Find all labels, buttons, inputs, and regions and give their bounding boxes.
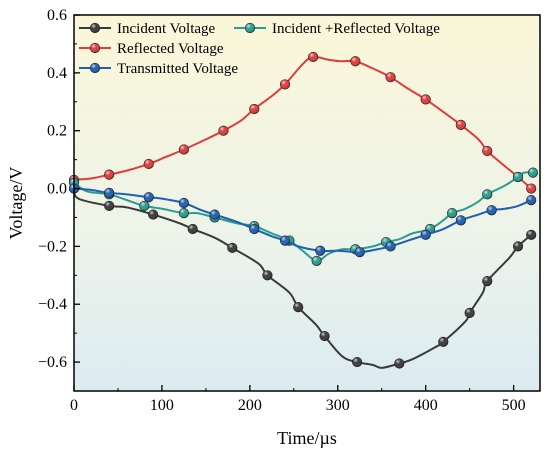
data-point-reflected-voltage xyxy=(385,72,396,83)
legend: Incident Voltage Incident +Reflected Volt… xyxy=(79,21,440,77)
data-point-reflected-voltage xyxy=(218,125,229,136)
axes: 0 100 200 300 400 500 −0.6 −0.4 −0.2 0.0 0.2 0.4 0.6 xyxy=(38,7,526,414)
data-point-reflected-voltage xyxy=(308,51,319,63)
data-point-transmitted-voltage xyxy=(385,241,396,252)
data-point-transmitted-voltage xyxy=(209,209,220,220)
data-point-reflected-voltage xyxy=(279,79,291,90)
data-point-incident-reflected-voltage xyxy=(139,200,150,211)
data-point-incident-reflected-voltage xyxy=(311,255,322,266)
data-point-incident-reflected-voltage xyxy=(178,208,190,219)
data-point-incident-voltage xyxy=(512,241,524,252)
data-point-reflected-voltage xyxy=(143,158,154,170)
x-tick-label: 0 xyxy=(70,397,78,414)
plot-background xyxy=(74,15,540,391)
x-axis-label: Time/µs xyxy=(277,428,337,448)
data-point-reflected-voltage xyxy=(420,94,431,105)
data-point-incident-voltage xyxy=(104,200,115,211)
legend-label: Incident Voltage xyxy=(117,21,216,37)
data-point-transmitted-voltage xyxy=(486,205,497,216)
y-tick-label: −0.6 xyxy=(38,354,67,371)
x-tick-label: 200 xyxy=(238,397,262,414)
y-tick-label: −0.4 xyxy=(38,296,67,313)
y-tick-label: −0.2 xyxy=(38,238,67,255)
legend-item-incident-voltage: Incident Voltage xyxy=(79,21,216,37)
data-point-reflected-voltage xyxy=(482,145,493,157)
x-tick-label: 300 xyxy=(326,397,350,414)
x-tick-label: 400 xyxy=(414,397,438,414)
y-tick-label: 0.4 xyxy=(47,65,67,82)
data-point-incident-voltage xyxy=(262,270,273,281)
data-point-transmitted-voltage xyxy=(455,215,466,226)
data-point-incident-voltage xyxy=(526,229,537,240)
data-point-transmitted-voltage xyxy=(420,229,431,240)
legend-item-transmitted-voltage: Transmitted Voltage xyxy=(79,61,238,77)
data-point-incident-voltage xyxy=(319,330,330,342)
series-line-transmitted-voltage xyxy=(73,187,532,254)
data-point-incident-reflected-voltage xyxy=(482,189,493,200)
legend-item-incident-reflected-voltage: Incident +Reflected Voltage xyxy=(234,21,440,37)
y-tick-label: 0.6 xyxy=(47,7,67,24)
legend-item-reflected-voltage: Reflected Voltage xyxy=(79,41,224,57)
data-point-incident-voltage xyxy=(227,242,238,253)
data-point-reflected-voltage xyxy=(526,183,537,194)
legend-marker xyxy=(89,22,101,34)
data-point-transmitted-voltage xyxy=(178,197,190,209)
legend-marker xyxy=(89,62,101,74)
legend-marker xyxy=(244,22,256,34)
legend-label: Reflected Voltage xyxy=(117,41,224,57)
data-point-incident-voltage xyxy=(438,336,449,347)
data-point-incident-reflected-voltage xyxy=(512,171,524,183)
data-point-incident-voltage xyxy=(352,356,363,368)
data-point-transmitted-voltage xyxy=(104,187,115,198)
data-point-incident-voltage xyxy=(148,209,159,220)
data-point-incident-reflected-voltage xyxy=(527,167,539,178)
data-point-reflected-voltage xyxy=(178,144,190,155)
data-point-incident-reflected-voltage xyxy=(446,208,458,219)
data-point-transmitted-voltage xyxy=(279,235,291,246)
data-point-incident-voltage xyxy=(293,302,304,313)
data-point-transmitted-voltage xyxy=(354,247,365,258)
series-layer xyxy=(68,51,539,369)
data-point-transmitted-voltage xyxy=(526,195,537,206)
data-point-reflected-voltage xyxy=(104,169,115,180)
series-transmitted-voltage xyxy=(68,183,537,258)
data-point-reflected-voltage xyxy=(249,103,260,115)
y-axis-label: Voltage/V xyxy=(6,167,26,240)
data-point-incident-voltage xyxy=(187,223,198,235)
data-point-incident-voltage xyxy=(482,275,493,287)
data-point-transmitted-voltage xyxy=(143,192,154,203)
y-tick-label: 0.2 xyxy=(47,123,67,140)
x-tick-label: 100 xyxy=(150,397,174,414)
data-point-transmitted-voltage xyxy=(249,223,260,235)
data-point-transmitted-voltage xyxy=(315,245,326,256)
data-point-incident-voltage xyxy=(464,307,475,319)
data-point-reflected-voltage xyxy=(455,119,466,131)
legend-label: Transmitted Voltage xyxy=(117,61,238,77)
legend-marker xyxy=(89,42,101,54)
legend-label: Incident +Reflected Voltage xyxy=(272,21,440,37)
plot-frame xyxy=(73,14,541,392)
x-tick-label: 500 xyxy=(502,397,526,414)
data-point-reflected-voltage xyxy=(350,56,361,67)
y-tick-label: 0.0 xyxy=(47,181,67,198)
data-point-incident-voltage xyxy=(394,358,405,369)
